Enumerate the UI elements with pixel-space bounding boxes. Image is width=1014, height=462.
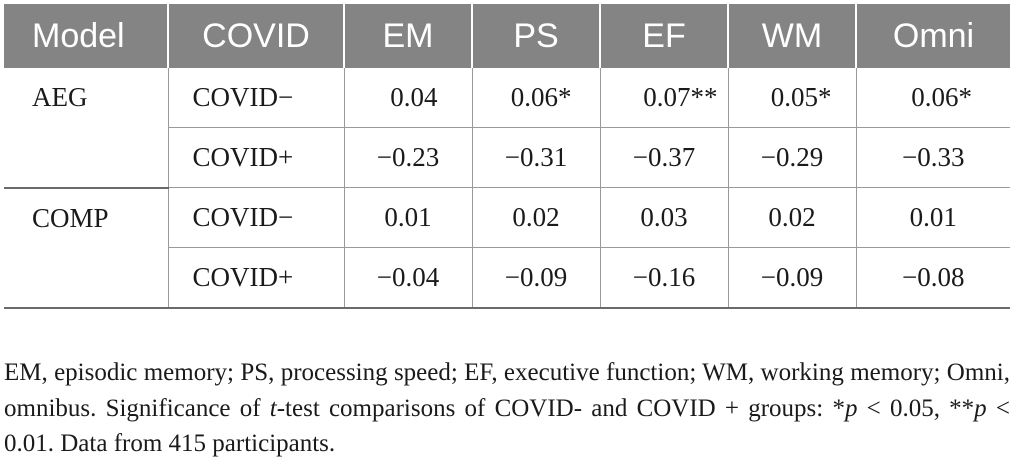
- value-cell: −0.09: [728, 247, 857, 309]
- model-cell-aeg: AEG: [4, 68, 169, 189]
- footnote-text: EM, episodic memory; PS, processing spee…: [4, 359, 1010, 422]
- value-cell: −0.04: [344, 247, 473, 309]
- header-ps: PS: [472, 4, 601, 68]
- value-cell: 0.03: [600, 187, 729, 248]
- table-row: COMP COVID− 0.01 0.02 0.03 0.02 0.01: [4, 187, 1010, 309]
- group-cell: COVID+: [168, 247, 345, 309]
- table-row: COVID+ −0.23 −0.31 −0.37 −0.29 −0.33: [4, 127, 1010, 188]
- model-cell-comp: COMP: [4, 187, 169, 309]
- table-footnote: EM, episodic memory; PS, processing spee…: [4, 355, 1010, 462]
- value-cell: −0.29: [728, 127, 857, 188]
- value-cell: −0.37: [600, 127, 729, 188]
- value-cell: 0.05*: [728, 68, 857, 128]
- value-cell: −0.33: [856, 127, 1010, 188]
- value-cell: 0.04: [344, 68, 473, 128]
- value-cell: −0.31: [472, 127, 601, 188]
- group-cell: COVID+: [168, 127, 345, 188]
- value-cell: 0.01: [856, 187, 1010, 248]
- p-symbol: p: [844, 394, 858, 422]
- header-covid: COVID: [168, 4, 345, 68]
- results-table-container: Model COVID EM PS EF WM Omni AEG COVID− …: [4, 4, 1010, 309]
- results-table: Model COVID EM PS EF WM Omni AEG COVID− …: [4, 4, 1010, 309]
- table-header-row: Model COVID EM PS EF WM Omni: [4, 4, 1010, 68]
- value-cell: −0.09: [472, 247, 601, 309]
- p-symbol: p: [974, 394, 987, 422]
- footnote-text: -test comparisons of COVID- and COVID + …: [276, 394, 845, 422]
- value-cell: −0.23: [344, 127, 473, 188]
- value-cell: 0.06*: [472, 68, 601, 128]
- value-cell: 0.01: [344, 187, 473, 248]
- header-em: EM: [344, 4, 473, 68]
- value-cell: 0.06*: [856, 68, 1010, 128]
- table-row: AEG COVID− 0.04 0.06* 0.07** 0.05* 0.06*: [4, 68, 1010, 189]
- value-cell: 0.02: [472, 187, 601, 248]
- header-ef: EF: [600, 4, 729, 68]
- header-model: Model: [4, 4, 169, 68]
- footnote-text: < 0.05, **: [857, 394, 975, 422]
- value-cell: 0.07**: [600, 68, 729, 128]
- t-symbol: t: [269, 394, 277, 422]
- group-cell: COVID−: [168, 187, 345, 248]
- value-cell: 0.02: [728, 187, 857, 248]
- table-row: COVID+ −0.04 −0.09 −0.16 −0.09 −0.08: [4, 247, 1010, 309]
- value-cell: −0.08: [856, 247, 1010, 309]
- value-cell: −0.16: [600, 247, 729, 309]
- group-cell: COVID−: [168, 68, 345, 128]
- header-wm: WM: [728, 4, 857, 68]
- header-omni: Omni: [856, 4, 1010, 68]
